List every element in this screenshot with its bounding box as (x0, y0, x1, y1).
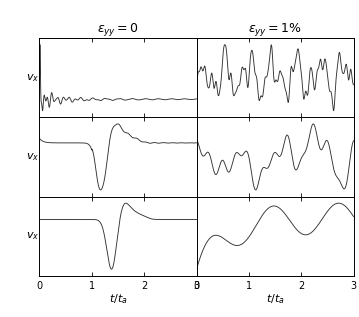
Y-axis label: $v_x$: $v_x$ (26, 72, 39, 84)
Y-axis label: $v_x$: $v_x$ (26, 151, 39, 163)
Y-axis label: $v_x$: $v_x$ (26, 230, 39, 242)
X-axis label: $t/t_a$: $t/t_a$ (109, 292, 127, 306)
X-axis label: $t/t_a$: $t/t_a$ (266, 292, 284, 306)
Title: $\varepsilon_{yy}=1\%$: $\varepsilon_{yy}=1\%$ (248, 21, 302, 38)
Title: $\varepsilon_{yy}=0$: $\varepsilon_{yy}=0$ (97, 21, 139, 38)
